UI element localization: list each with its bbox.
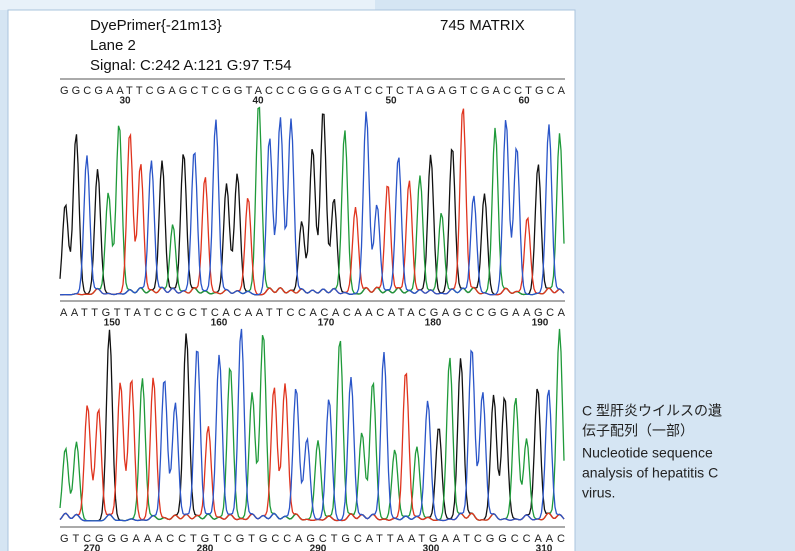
base-position: 30 [119, 96, 131, 107]
base-sequence: GGCGAATTCGAGCTCGGTACCCGGGGATCCTCTAGAGTCG… [60, 85, 566, 97]
base-position: 180 [425, 318, 442, 329]
top-band [0, 0, 375, 10]
base-position: 270 [84, 544, 101, 551]
caption-line: 伝子配列（一部） [582, 423, 694, 439]
base-position: 40 [252, 96, 264, 107]
trace-C [59, 328, 565, 522]
base-position: 190 [532, 318, 549, 329]
lane-label: Lane 2 [90, 37, 136, 54]
base-position: 50 [385, 96, 397, 107]
run-title: DyePrimer{-21m13} [90, 17, 222, 34]
signal-label: Signal: C:242 A:121 G:97 T:54 [90, 57, 292, 74]
caption-line: C 型肝炎ウイルスの遺 [582, 403, 722, 419]
caption-line: Nucleotide sequence [582, 445, 713, 461]
base-position: 280 [197, 544, 214, 551]
base-position: 160 [211, 318, 228, 329]
matrix-label: 745 MATRIX [440, 17, 525, 34]
trace-C [59, 111, 565, 296]
base-position: 290 [310, 544, 327, 551]
base-position: 170 [318, 318, 335, 329]
base-position: 310 [536, 544, 553, 551]
caption-line: virus. [582, 485, 615, 501]
base-position: 300 [423, 544, 440, 551]
base-sequence: AATTGTTATCCGCTCACAATTCCACACAACATACGAGCCG… [60, 307, 566, 319]
base-position: 60 [518, 96, 530, 107]
caption-line: analysis of hepatitis C [582, 465, 718, 481]
base-position: 150 [104, 318, 121, 329]
trace-T [59, 372, 565, 522]
